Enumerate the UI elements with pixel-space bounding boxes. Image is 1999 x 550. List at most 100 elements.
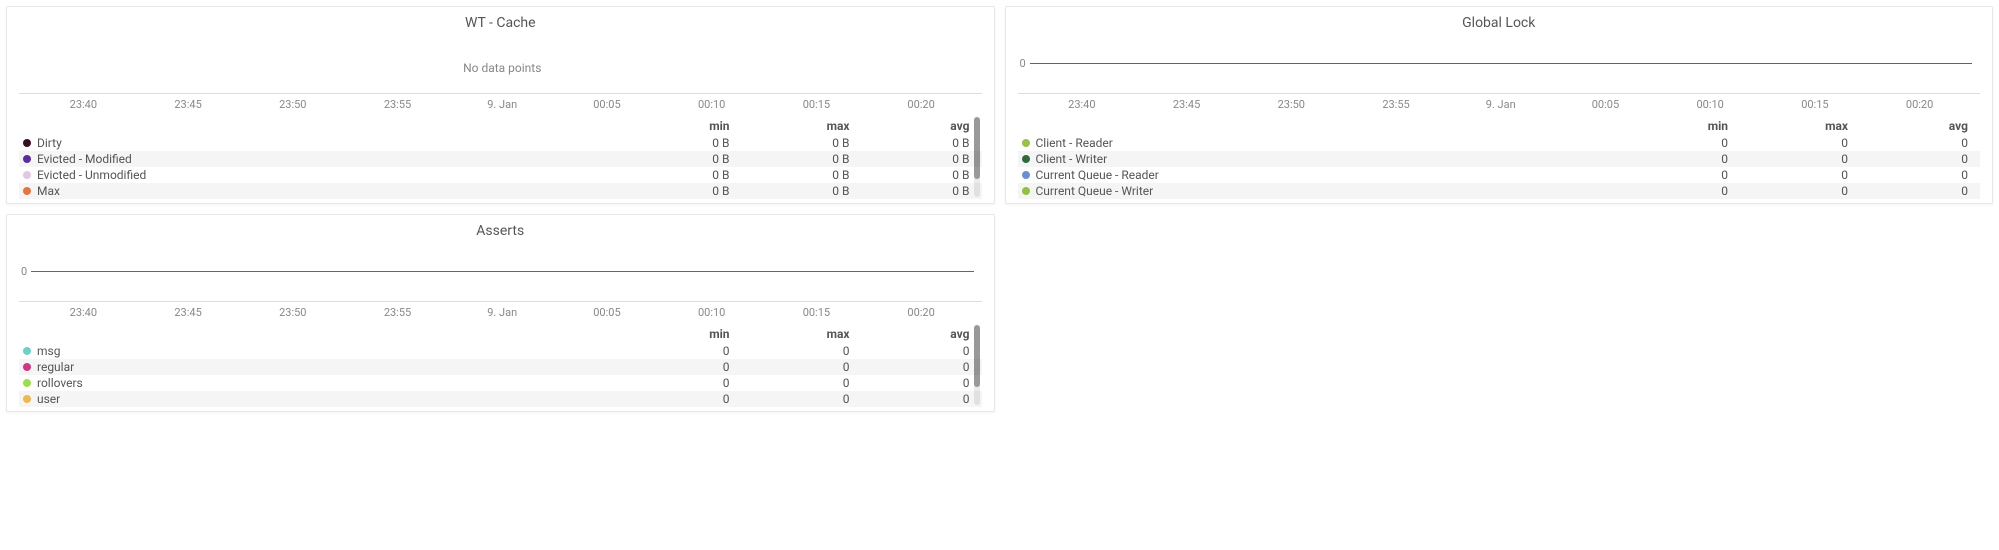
dashboard-grid: WT - CacheNo data points23:4023:4523:502… [6,6,1993,412]
legend-header: minmaxavg [1018,117,1981,135]
legend-series-name: Client - Writer [1018,152,1615,166]
legend-scrollbar-thumb[interactable] [974,117,980,179]
legend-swatch [1022,187,1030,195]
x-axis: 23:4023:4523:5023:559. Jan00:0500:1000:1… [19,93,982,111]
x-tick: 9. Jan [1448,98,1553,111]
x-tick: 00:05 [555,98,660,111]
legend-value-avg: 0 [856,376,976,390]
legend-value-avg: 0 B [856,136,976,150]
legend-series-label: Client - Writer [1036,152,1108,166]
legend-row[interactable]: Evicted - Modified0 B0 B0 B [19,151,982,167]
legend-series-label: Client - Reader [1036,136,1113,150]
legend-series-name: Dirty [19,136,616,150]
x-tick: 00:20 [1867,98,1972,111]
legend-header-spacer [19,119,616,133]
legend-value-min: 0 B [616,136,736,150]
legend-value-max: 0 B [736,184,856,198]
legend-value-avg: 0 [856,392,976,406]
legend-col-min: min [1614,119,1734,133]
x-tick: 23:55 [345,306,450,319]
legend-col-min: min [616,327,736,341]
empty-cell [1005,214,1994,412]
panel-globallock: Global Lock023:4023:4523:5023:559. Jan00… [1005,6,1994,204]
x-tick: 23:40 [31,98,136,111]
chart-flat-line [1030,63,1973,64]
legend-series-name: user [19,392,616,406]
x-tick: 9. Jan [450,306,555,319]
legend-row[interactable]: Current Queue - Writer000 [1018,183,1981,199]
x-tick: 23:45 [1134,98,1239,111]
y-axis-zero-label: 0 [21,265,27,278]
x-tick: 23:55 [1344,98,1449,111]
legend-swatch [23,171,31,179]
legend-series-name: Client - Reader [1018,136,1615,150]
legend-scrollbar[interactable] [974,117,980,197]
legend-row[interactable]: regular000 [19,359,982,375]
legend-swatch [1022,171,1030,179]
legend-value-min: 0 [616,344,736,358]
x-tick: 00:15 [764,98,869,111]
legend-value-min: 0 [1614,152,1734,166]
legend-col-avg: avg [856,327,976,341]
legend-scrollbar[interactable] [974,325,980,405]
legend-header-spacer [19,327,616,341]
x-tick: 00:10 [659,98,764,111]
legend-row[interactable]: user000 [19,391,982,407]
legend-value-avg: 0 [856,360,976,374]
legend-series-name: msg [19,344,616,358]
legend-series-name: Current Queue - Reader [1018,168,1615,182]
x-axis: 23:4023:4523:5023:559. Jan00:0500:1000:1… [1018,93,1981,111]
legend-row[interactable]: Dirty0 B0 B0 B [19,135,982,151]
legend-col-max: max [1734,119,1854,133]
x-tick: 23:45 [136,306,241,319]
legend-value-max: 0 [1734,136,1854,150]
legend-value-min: 0 [1614,184,1734,198]
legend-row[interactable]: Max0 B0 B0 B [19,183,982,199]
x-axis: 23:4023:4523:5023:559. Jan00:0500:1000:1… [19,301,982,319]
chart-area: 0 [31,243,974,299]
legend-swatch [1022,139,1030,147]
x-tick: 9. Jan [450,98,555,111]
legend-row[interactable]: Client - Reader000 [1018,135,1981,151]
legend-value-max: 0 B [736,168,856,182]
x-tick: 23:45 [136,98,241,111]
legend-value-max: 0 [736,392,856,406]
legend-value-max: 0 [1734,184,1854,198]
legend-value-avg: 0 [1854,184,1974,198]
legend-col-max: max [736,327,856,341]
x-tick: 23:50 [1239,98,1344,111]
x-tick: 00:15 [764,306,869,319]
legend-value-max: 0 [736,376,856,390]
legend-row[interactable]: msg000 [19,343,982,359]
legend-col-min: min [616,119,736,133]
legend-row[interactable]: Evicted - Unmodified0 B0 B0 B [19,167,982,183]
x-tick: 00:15 [1763,98,1868,111]
legend-col-avg: avg [856,119,976,133]
legend-swatch [23,155,31,163]
panel-cache: WT - CacheNo data points23:4023:4523:502… [6,6,995,204]
legend-row[interactable]: rollovers000 [19,375,982,391]
panel-asserts: Asserts023:4023:4523:5023:559. Jan00:050… [6,214,995,412]
legend-value-min: 0 [616,376,736,390]
legend-swatch [23,139,31,147]
legend-header: minmaxavg [19,325,982,343]
legend-value-max: 0 [1734,168,1854,182]
x-tick: 00:05 [1553,98,1658,111]
legend-row[interactable]: Current Queue - Reader000 [1018,167,1981,183]
legend-series-label: Evicted - Modified [37,152,132,166]
y-axis-zero-label: 0 [1020,57,1026,70]
chart-area: 0 [1030,35,1973,91]
legend-swatch [23,379,31,387]
legend-series-label: Current Queue - Reader [1036,168,1159,182]
legend-value-avg: 0 [856,344,976,358]
x-tick: 00:20 [869,306,974,319]
no-data-label: No data points [31,61,974,75]
legend-value-avg: 0 [1854,168,1974,182]
legend-scrollbar-thumb[interactable] [974,325,980,387]
legend-series-name: Evicted - Modified [19,152,616,166]
x-tick: 00:10 [659,306,764,319]
legend-header-spacer [1018,119,1615,133]
legend-header: minmaxavg [19,117,982,135]
legend-series-label: Evicted - Unmodified [37,168,146,182]
legend-row[interactable]: Client - Writer000 [1018,151,1981,167]
